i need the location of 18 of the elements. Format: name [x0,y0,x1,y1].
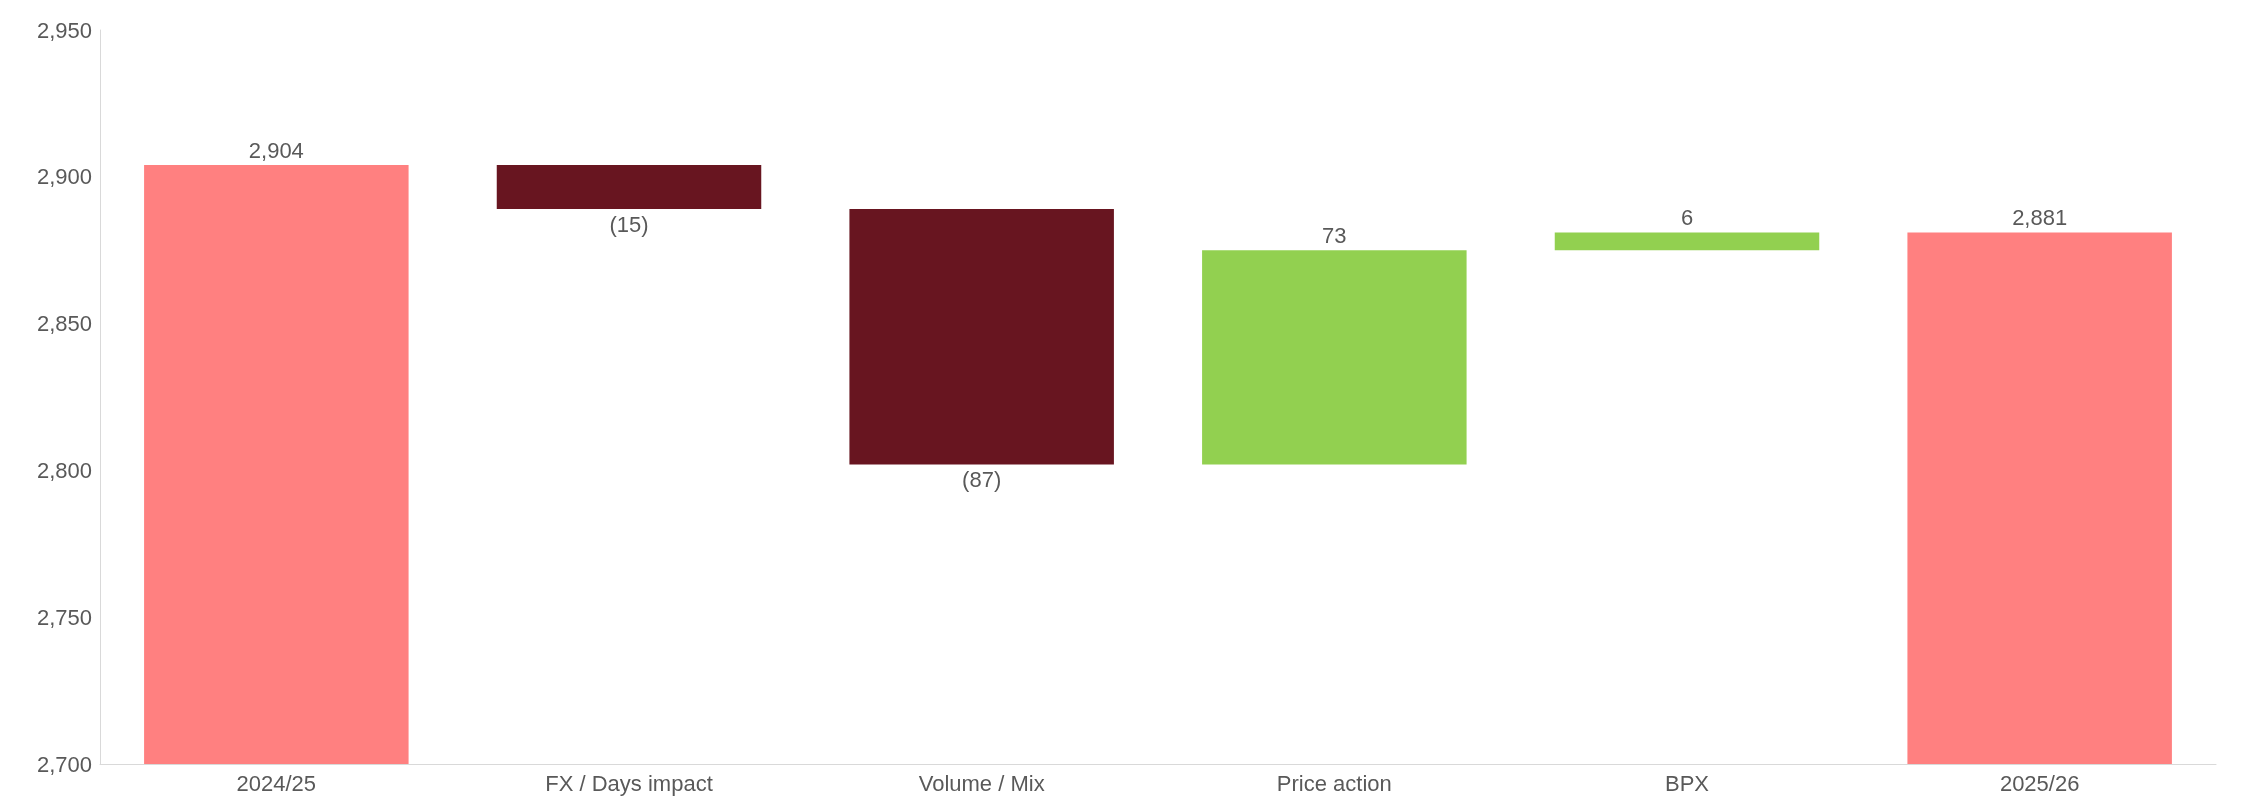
y-tick-label: 2,700 [36,751,92,777]
y-tick-label: 2,750 [36,604,92,630]
y-tick-label: 2,800 [36,457,92,483]
x-tick-label: 2024/25 [236,770,317,796]
data-label: 2,904 [248,137,304,163]
y-tick-label: 2,950 [36,17,92,43]
data-label: 2,881 [2012,205,2068,231]
data-label: 73 [1322,222,1347,248]
x-tick-label: FX / Days impact [545,770,713,796]
x-tick-label: 2025/26 [1999,770,2080,796]
y-tick-label: 2,900 [36,164,92,190]
data-label: 6 [1680,205,1694,231]
data-label: (15) [609,211,649,237]
x-tick-label: Volume / Mix [918,770,1045,796]
data-label: (87) [962,467,1002,493]
x-tick-label: BPX [1664,770,1710,796]
x-tick-label: Price action [1276,770,1392,796]
y-tick-label: 2,850 [36,311,92,337]
